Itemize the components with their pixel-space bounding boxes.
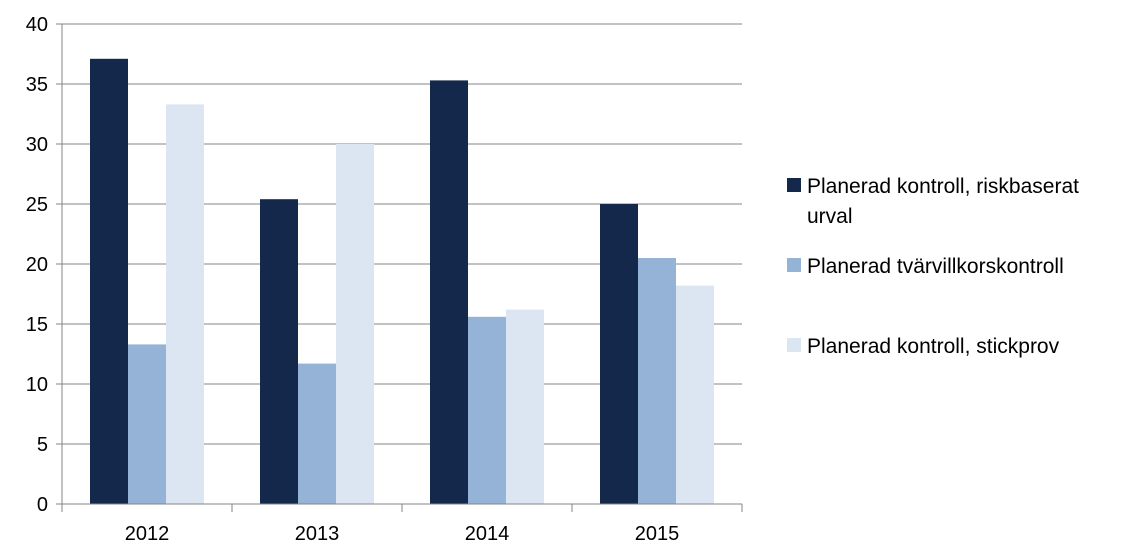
y-tick-label: 0: [37, 494, 48, 516]
y-tick-label: 35: [26, 74, 48, 96]
x-tick-label: 2014: [465, 523, 510, 545]
y-tick-label: 20: [26, 254, 48, 276]
legend-swatch: [787, 258, 801, 272]
bar-2014-series-1: [430, 80, 468, 505]
legend-item-tvarvillkor: Planerad tvärvillkorskontroll: [787, 252, 1117, 282]
legend-item-stickprov: Planerad kontroll, stickprov: [787, 332, 1117, 362]
x-tick-labels: 2012 2013 2014 2015: [125, 523, 680, 545]
legend-swatch: [787, 338, 801, 352]
y-tick-label: 40: [26, 14, 48, 36]
legend-label: Planerad kontroll, stickprov: [807, 335, 1060, 358]
legend-item-riskbaserat: Planerad kontroll, riskbaserat urval: [787, 172, 1117, 232]
x-tick-label: 2012: [125, 523, 170, 545]
bar-2012-series-2: [128, 344, 166, 504]
legend-swatch: [787, 178, 801, 192]
x-tick-label: 2013: [295, 523, 340, 545]
bar-2015-series-2: [638, 258, 676, 504]
bar-2012-series-1: [90, 58, 128, 505]
legend-label: Planerad kontroll, riskbaserat urval: [807, 175, 1079, 228]
bar-2014-series-3: [506, 309, 544, 504]
y-tick-label: 5: [37, 434, 48, 456]
y-tick-label: 30: [26, 134, 48, 156]
y-tick-labels: 0 5 10 15 20 25 30 35 40: [26, 14, 48, 516]
bar-2013-series-2: [298, 363, 336, 504]
bar-2013-series-1: [260, 199, 298, 504]
legend-label: Planerad tvärvillkorskontroll: [807, 255, 1064, 278]
bar-2012-series-3: [166, 104, 204, 505]
bars: [90, 58, 714, 505]
bar-2013-series-3: [336, 144, 374, 504]
bar-2015-series-1: [600, 204, 638, 504]
y-tick-label: 15: [26, 314, 48, 336]
x-tick-label: 2015: [635, 523, 680, 545]
bar-2014-series-2: [468, 316, 506, 504]
y-tick-label: 10: [26, 374, 48, 396]
axes: [56, 23, 743, 512]
bar-2015-series-3: [676, 285, 714, 504]
y-tick-label: 25: [26, 194, 48, 216]
